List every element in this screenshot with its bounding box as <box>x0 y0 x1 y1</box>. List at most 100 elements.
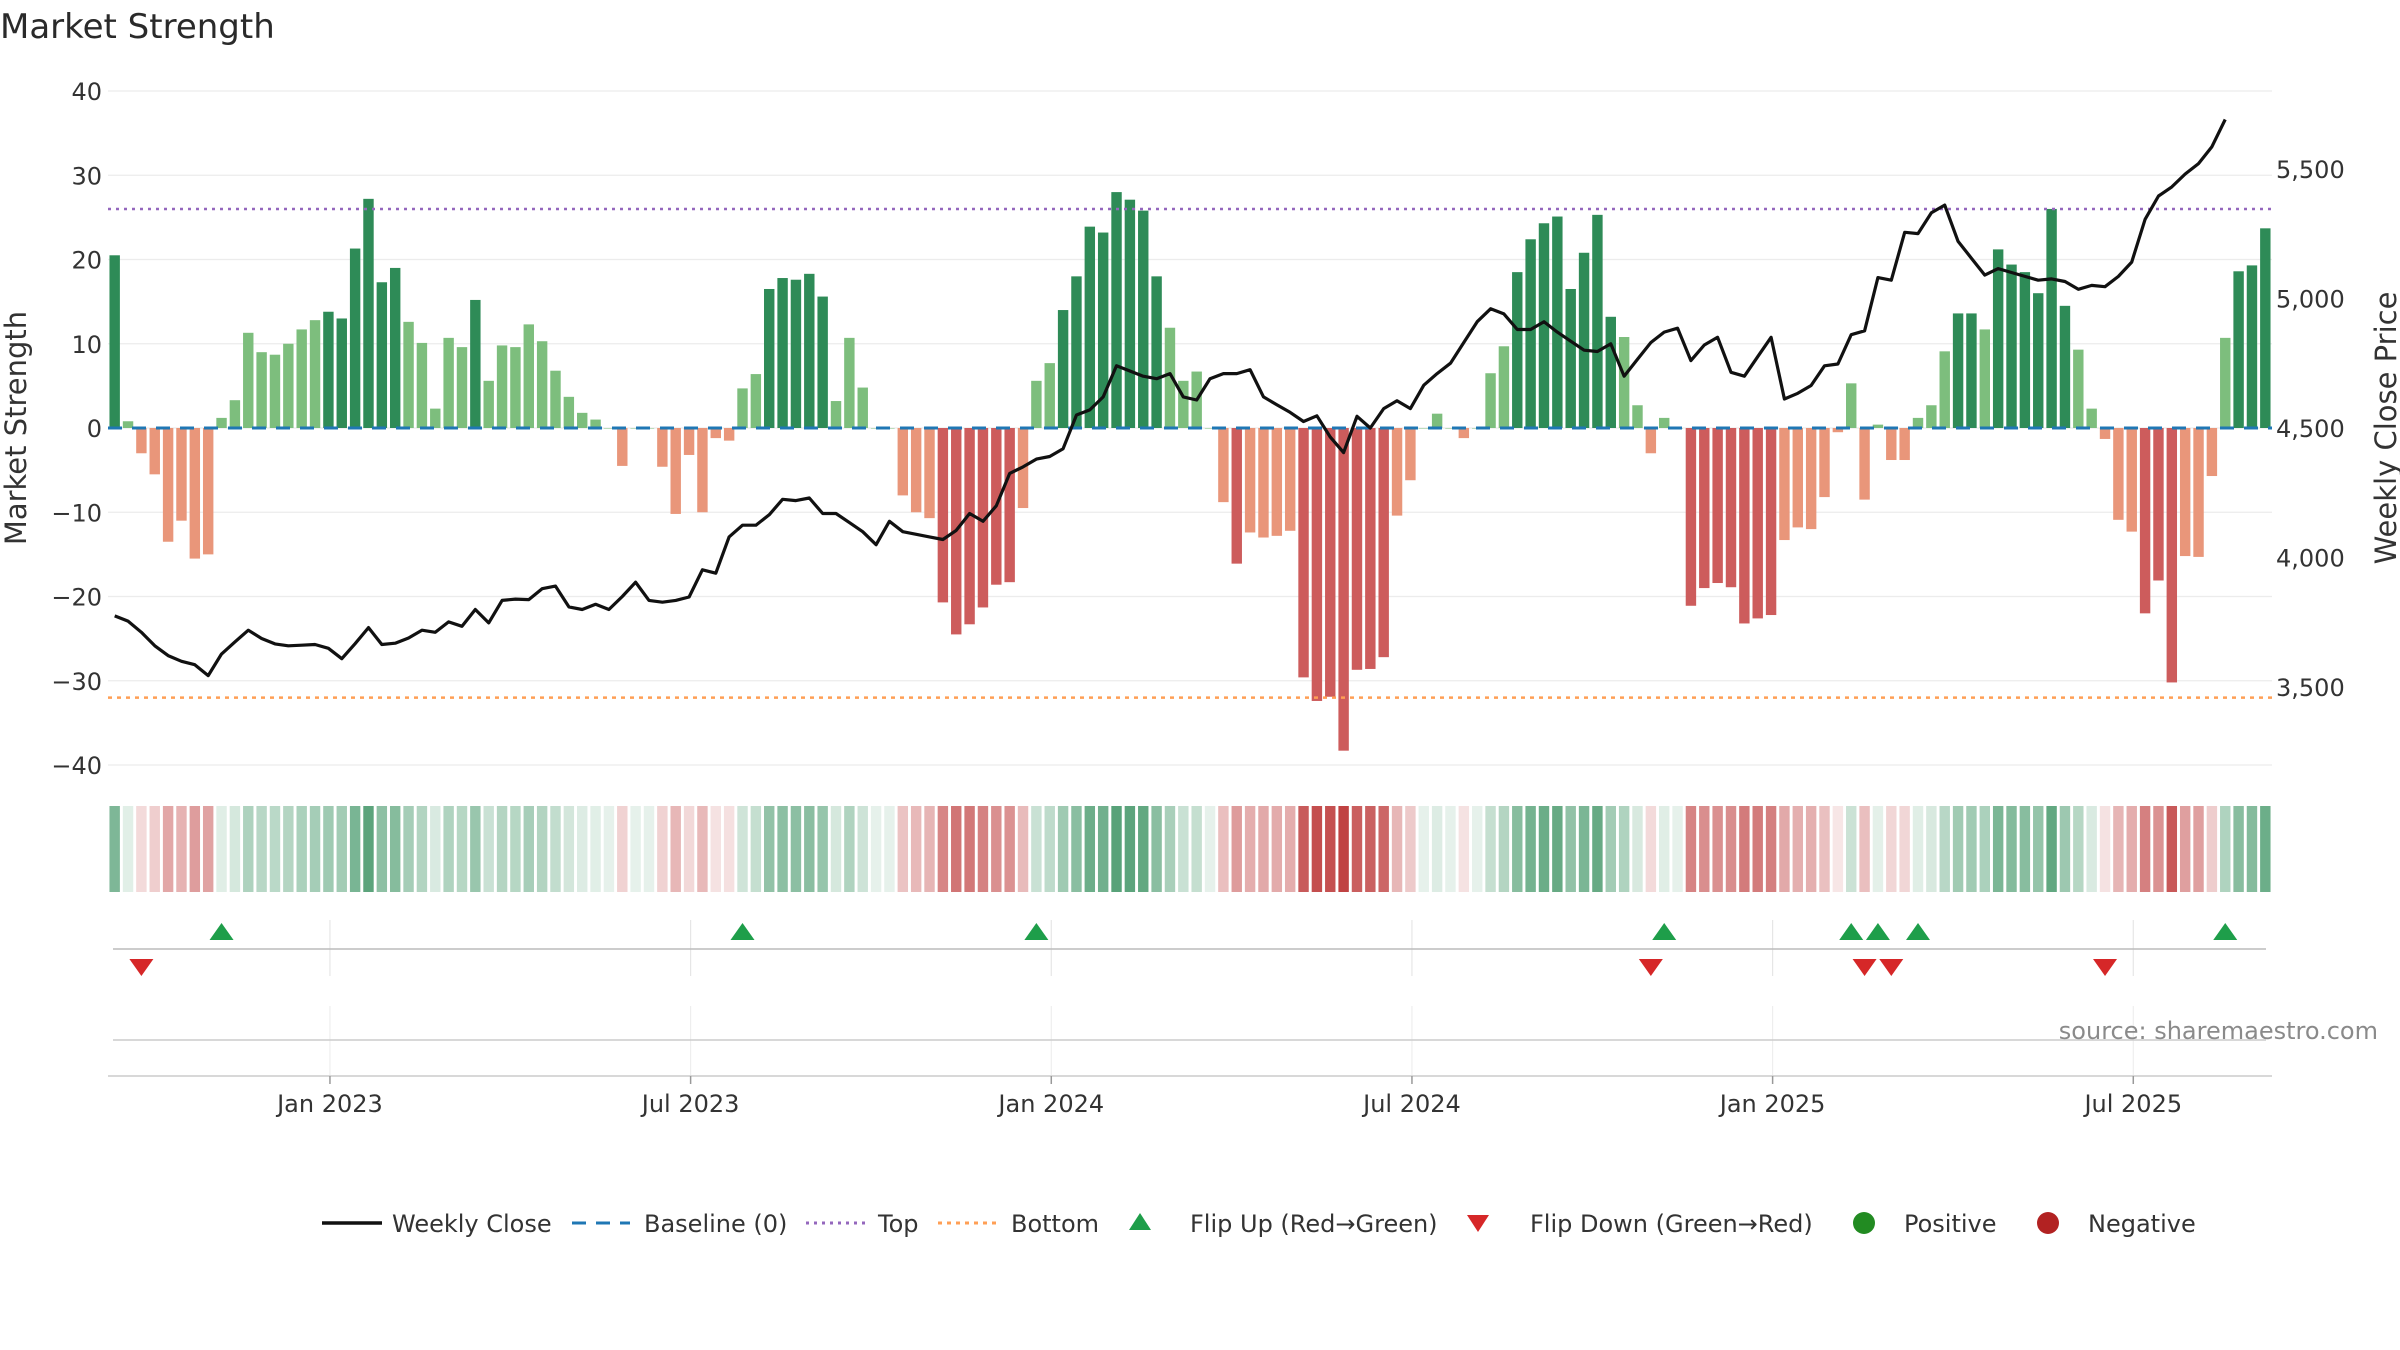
strength-bar <box>470 299 481 428</box>
heat-cell <box>1792 806 1803 892</box>
strength-bar <box>1218 428 1229 503</box>
heat-cell <box>456 806 468 892</box>
heat-cell <box>603 806 615 892</box>
heat-cell <box>1458 806 1470 892</box>
strength-bar <box>937 428 949 603</box>
heat-cell <box>122 806 134 892</box>
heat-cell <box>764 806 775 892</box>
y-tick-label: −20 <box>51 584 102 612</box>
heat-cell <box>1605 806 1616 892</box>
heat-cell <box>523 806 534 892</box>
heat-cell <box>1699 806 1710 892</box>
strength-bar <box>897 428 909 496</box>
strength-bar <box>964 428 975 625</box>
heat-cell <box>937 806 949 892</box>
strength-bar <box>1952 313 1964 428</box>
strength-bar <box>764 288 775 428</box>
heat-cell <box>1659 806 1670 892</box>
strength-bar <box>2233 271 2244 428</box>
flip-markers-panel <box>113 920 2266 1075</box>
strength-bar <box>109 255 120 428</box>
strength-bar <box>2046 208 2057 428</box>
heat-cell <box>1872 806 1884 892</box>
strength-bar <box>1525 239 1536 428</box>
heat-cell <box>1739 806 1750 892</box>
strength-bar <box>1458 428 1470 439</box>
chart-title: Market Strength <box>0 7 275 47</box>
heat-cell <box>1725 806 1737 892</box>
strength-bar <box>1939 351 1950 428</box>
strength-bar <box>683 428 695 455</box>
flip-down-marker <box>1879 959 1904 976</box>
heat-cell <box>777 806 788 892</box>
heat-cell <box>336 806 347 892</box>
heat-cell <box>1565 806 1576 892</box>
strength-bar <box>456 347 468 428</box>
strength-bar <box>1872 424 1884 428</box>
heat-cell <box>1031 806 1042 892</box>
heat-cell <box>1832 806 1844 892</box>
strength-bar <box>1739 428 1750 624</box>
heat-cell <box>577 806 588 892</box>
heat-cell <box>1552 806 1563 892</box>
legend-flip-down-icon <box>1467 1215 1489 1232</box>
strength-bar <box>149 428 160 475</box>
heat-cell <box>1618 806 1630 892</box>
heat-cell <box>176 806 187 892</box>
strength-bar <box>443 337 454 428</box>
strength-bar <box>1405 428 1416 481</box>
flip-down-marker <box>1852 959 1877 976</box>
heat-cell <box>483 806 494 892</box>
heat-cell <box>202 806 214 892</box>
heat-cell <box>857 806 868 892</box>
heat-cell <box>1846 806 1857 892</box>
heat-cell <box>1578 806 1590 892</box>
heat-cell <box>1271 806 1283 892</box>
strength-bar <box>1712 428 1723 584</box>
strength-bar <box>256 352 267 428</box>
heat-cell <box>670 806 681 892</box>
heat-cell <box>189 806 201 892</box>
strength-bar <box>697 428 708 513</box>
strength-bar <box>1592 214 1603 428</box>
y2-tick-label: 3,500 <box>2276 674 2345 702</box>
heat-cell <box>563 806 575 892</box>
strength-bar <box>2139 428 2151 614</box>
strength-bar <box>1418 428 1429 429</box>
heat-cell <box>630 806 641 892</box>
strength-bar <box>1004 428 1015 583</box>
x-tick-label: Jan 2024 <box>996 1090 1104 1118</box>
heat-cell <box>1939 806 1950 892</box>
x-tick-label: Jul 2023 <box>640 1090 740 1118</box>
strength-bar <box>1805 428 1817 530</box>
flip-up-marker <box>1652 923 1677 940</box>
strength-bar <box>844 337 855 428</box>
flip-up-marker <box>1906 923 1931 940</box>
heat-cell <box>643 806 655 892</box>
heat-cell <box>470 806 481 892</box>
strength-bar <box>2206 428 2218 477</box>
strength-bar <box>189 428 201 559</box>
strength-bar <box>1311 428 1323 701</box>
y2-axis-label: Weekly Close Price <box>2369 292 2400 565</box>
strength-bar <box>2153 428 2164 581</box>
heat-cell <box>1952 806 1964 892</box>
heat-cell <box>389 806 401 892</box>
flip-up-marker <box>730 923 755 940</box>
strength-bar <box>1912 417 1924 428</box>
heat-cell <box>617 806 628 892</box>
strength-bar <box>1632 405 1643 428</box>
heat-cell <box>216 806 227 892</box>
heat-cell <box>2046 806 2057 892</box>
strength-bar <box>283 343 294 428</box>
strength-bar <box>910 428 922 513</box>
heat-cell <box>1979 806 1991 892</box>
strength-heat-strip <box>109 806 2271 892</box>
strength-bar <box>1445 428 1456 429</box>
flip-up-marker <box>1865 923 1890 940</box>
strength-bar <box>977 428 989 608</box>
strength-bar <box>2246 265 2258 428</box>
strength-bar <box>1431 413 1443 428</box>
heat-cell <box>1071 806 1082 892</box>
strength-bar <box>2193 428 2204 557</box>
